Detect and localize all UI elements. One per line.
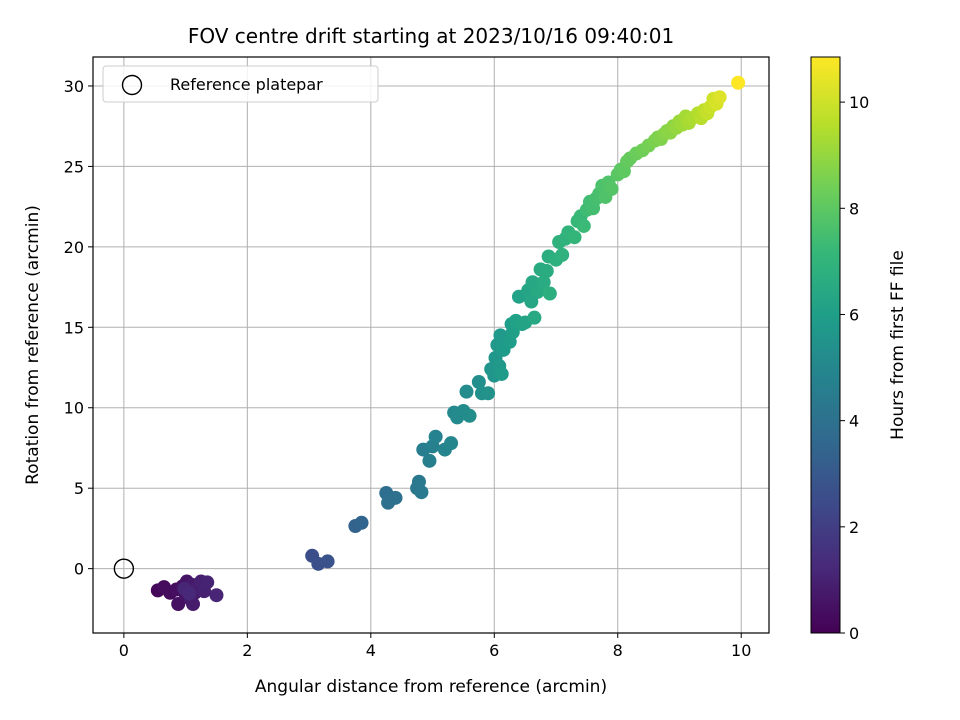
x-axis-ticks: 0 2 4 6 8 10	[119, 633, 751, 660]
data-point	[388, 490, 403, 505]
data-point	[505, 325, 520, 340]
colorbar-tick-label: 8	[849, 199, 859, 218]
y-axis-label: Rotation from reference (arcmin)	[23, 205, 43, 485]
data-point	[414, 485, 429, 500]
data-point	[209, 588, 224, 603]
data-point	[712, 90, 727, 105]
data-points	[113, 75, 746, 612]
y-tick-label: 5	[74, 479, 84, 498]
y-tick-label: 10	[64, 399, 84, 418]
data-point	[422, 453, 437, 468]
x-tick-label: 4	[366, 641, 376, 660]
data-point	[527, 310, 542, 325]
colorbar-tick-label: 6	[849, 305, 859, 324]
data-point	[536, 275, 551, 290]
y-tick-label: 20	[64, 238, 84, 257]
legend-marker-icon	[121, 74, 143, 96]
colorbar-label: Hours from first FF file	[888, 250, 908, 440]
data-point	[731, 75, 746, 90]
chart-title: FOV centre drift starting at 2023/10/16 …	[188, 24, 674, 48]
data-point	[604, 181, 619, 196]
x-tick-label: 10	[731, 641, 751, 660]
y-tick-label: 0	[74, 560, 84, 579]
y-axis-ticks: 0 5 10 15 20 25 30	[64, 77, 93, 579]
data-point	[320, 554, 335, 569]
data-point	[182, 586, 197, 601]
grid-lines	[93, 57, 769, 633]
data-point	[444, 436, 459, 451]
colorbar-tick-label: 0	[849, 624, 859, 643]
y-tick-label: 15	[64, 318, 84, 337]
x-axis-label: Angular distance from reference (arcmin)	[255, 677, 607, 697]
colorbar-ticks: 0 2 4 6 8 10	[840, 93, 869, 643]
data-point	[576, 218, 591, 233]
x-tick-label: 0	[119, 641, 129, 660]
data-point	[471, 375, 486, 390]
plot-frame	[92, 56, 770, 634]
data-point	[481, 386, 496, 401]
x-tick-label: 8	[613, 641, 623, 660]
colorbar-tick-label: 4	[849, 412, 859, 431]
y-tick-label: 30	[64, 77, 84, 96]
data-point	[428, 429, 443, 444]
colorbar-bar	[810, 56, 841, 634]
data-point	[542, 286, 557, 301]
data-point	[462, 408, 477, 423]
data-point	[494, 366, 509, 381]
x-tick-label: 6	[489, 641, 499, 660]
data-point	[354, 515, 369, 530]
data-point	[459, 384, 474, 399]
colorbar: 0 2 4 6 8 10 Hours from first FF file	[810, 56, 908, 643]
data-point	[567, 230, 582, 245]
data-point	[539, 263, 554, 278]
colorbar-tick-label: 10	[849, 93, 869, 112]
y-tick-label: 25	[64, 157, 84, 176]
colorbar-tick-label: 2	[849, 518, 859, 537]
reference-platepar-marker	[113, 558, 135, 579]
legend-label: Reference platepar	[170, 75, 323, 94]
data-point	[555, 247, 570, 262]
data-point	[200, 575, 215, 590]
data-point	[171, 597, 186, 612]
legend: Reference platepar	[102, 65, 379, 103]
x-tick-label: 2	[242, 641, 252, 660]
data-point	[411, 474, 426, 489]
legend-box	[102, 65, 379, 103]
